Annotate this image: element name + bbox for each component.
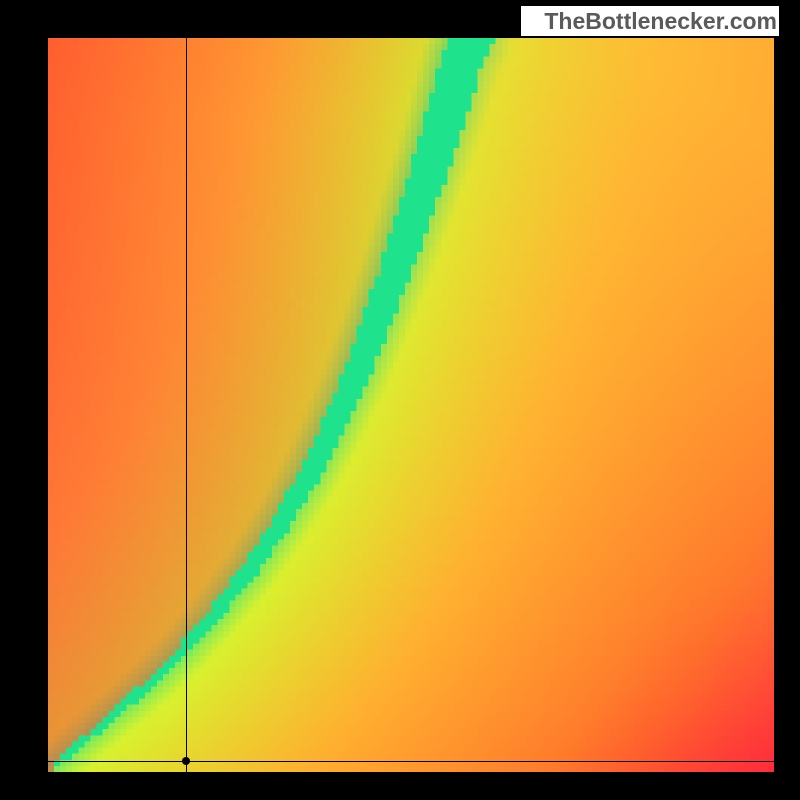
crosshair-marker <box>182 757 190 765</box>
watermark-label: TheBottlenecker.com <box>521 6 779 36</box>
crosshair-horizontal <box>48 761 774 762</box>
bottleneck-heatmap <box>48 38 774 772</box>
crosshair-vertical <box>186 38 187 772</box>
